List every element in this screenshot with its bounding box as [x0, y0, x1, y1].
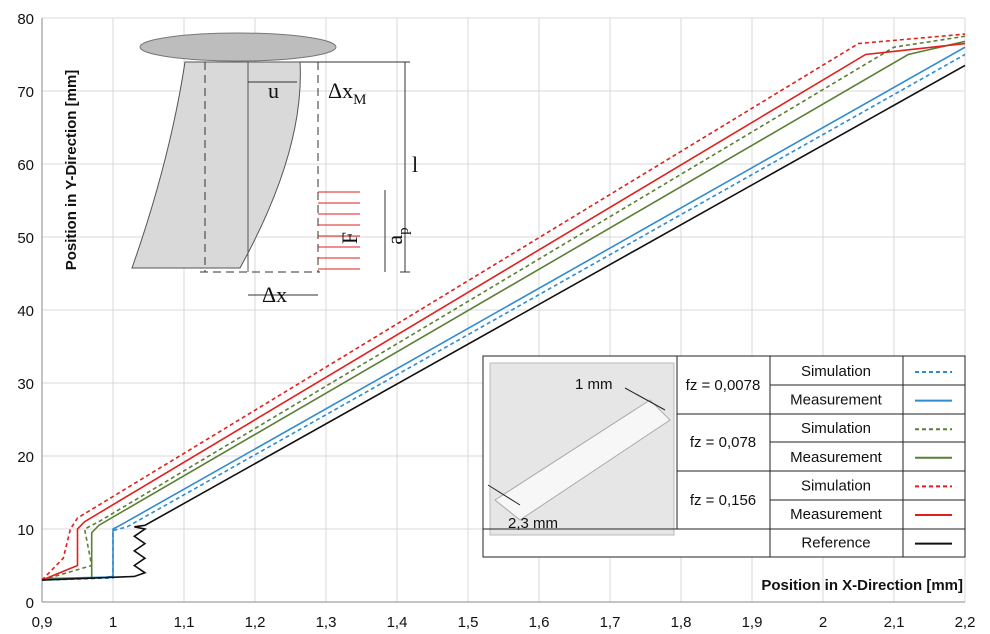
inset-label: a	[382, 235, 407, 245]
y-tick-label: 30	[17, 376, 34, 393]
inset-label: u	[268, 78, 279, 103]
inset-label: F	[337, 232, 362, 244]
legend-group: fz = 0,0078	[686, 377, 761, 394]
inset-label: Δx	[328, 78, 353, 103]
y-tick-label: 20	[17, 449, 34, 466]
y-tick-label: 10	[17, 522, 34, 539]
legend-items: Simulation Measurement Simulation Measureme…	[790, 363, 952, 552]
legend-label: Measurement	[790, 392, 883, 409]
x-tick-label: 1,7	[600, 614, 621, 631]
y-tick-label: 80	[17, 11, 34, 28]
x-tick-label: 1,8	[671, 614, 692, 631]
photo-label: 1 mm	[575, 376, 613, 393]
inset-label: l	[412, 152, 418, 177]
x-tick-label: 1,1	[174, 614, 195, 631]
x-tick-label: 2	[819, 614, 827, 631]
inset-label: p	[396, 227, 412, 235]
inset-label: ΔxM	[328, 78, 367, 108]
x-tick-label: 0,9	[32, 614, 53, 631]
legend-label: Simulation	[801, 420, 871, 437]
x-tick-label: 2,1	[884, 614, 905, 631]
y-tick-label: 60	[17, 157, 34, 174]
inset-label: F	[337, 232, 362, 244]
y-tick-label: 70	[17, 84, 34, 101]
inset-drawing: u ΔxM l F ap Δx	[131, 32, 418, 307]
y-tick-label: 50	[17, 230, 34, 247]
x-tick-label: 1,4	[387, 614, 408, 631]
x-axis-title: Position in X-Direction [mm]	[761, 577, 963, 594]
legend-group: fz = 0,156	[690, 492, 756, 509]
series-line	[41, 42, 966, 581]
series-line	[41, 35, 966, 581]
x-tick-label: 1,2	[245, 614, 266, 631]
inset-label: u	[268, 78, 279, 103]
y-axis-title: Position in Y-Direction [mm]	[63, 70, 80, 271]
series-line	[41, 64, 966, 581]
x-tick-label: 1	[109, 614, 117, 631]
x-tick-label: 2,2	[955, 614, 976, 631]
x-tick-label: 1,3	[316, 614, 337, 631]
x-tick-label: 1,9	[742, 614, 763, 631]
y-tick-label: 40	[17, 303, 34, 320]
legend-label: Measurement	[790, 506, 883, 523]
lines	[41, 33, 966, 581]
legend-label: Reference	[801, 535, 870, 552]
legend-label: Measurement	[790, 449, 883, 466]
y-tick-label: 0	[26, 595, 34, 612]
inset-label: ap	[382, 227, 412, 244]
legend-group: fz = 0,078	[690, 434, 756, 451]
inset-label: Δx	[262, 282, 287, 307]
inset-label: Δx	[262, 282, 287, 307]
x-tick-label: 1,6	[529, 614, 550, 631]
inset-label: M	[353, 92, 366, 108]
photo-label: 2,3 mm	[508, 515, 558, 532]
legend-label: Simulation	[801, 363, 871, 380]
x-tick-label: 1,5	[458, 614, 479, 631]
inset-label: l	[412, 152, 418, 177]
legend: 1 mm 2,3 mm fz = 0,0078 fz = 0,078 fz = …	[482, 355, 966, 558]
legend-label: Simulation	[801, 477, 871, 494]
